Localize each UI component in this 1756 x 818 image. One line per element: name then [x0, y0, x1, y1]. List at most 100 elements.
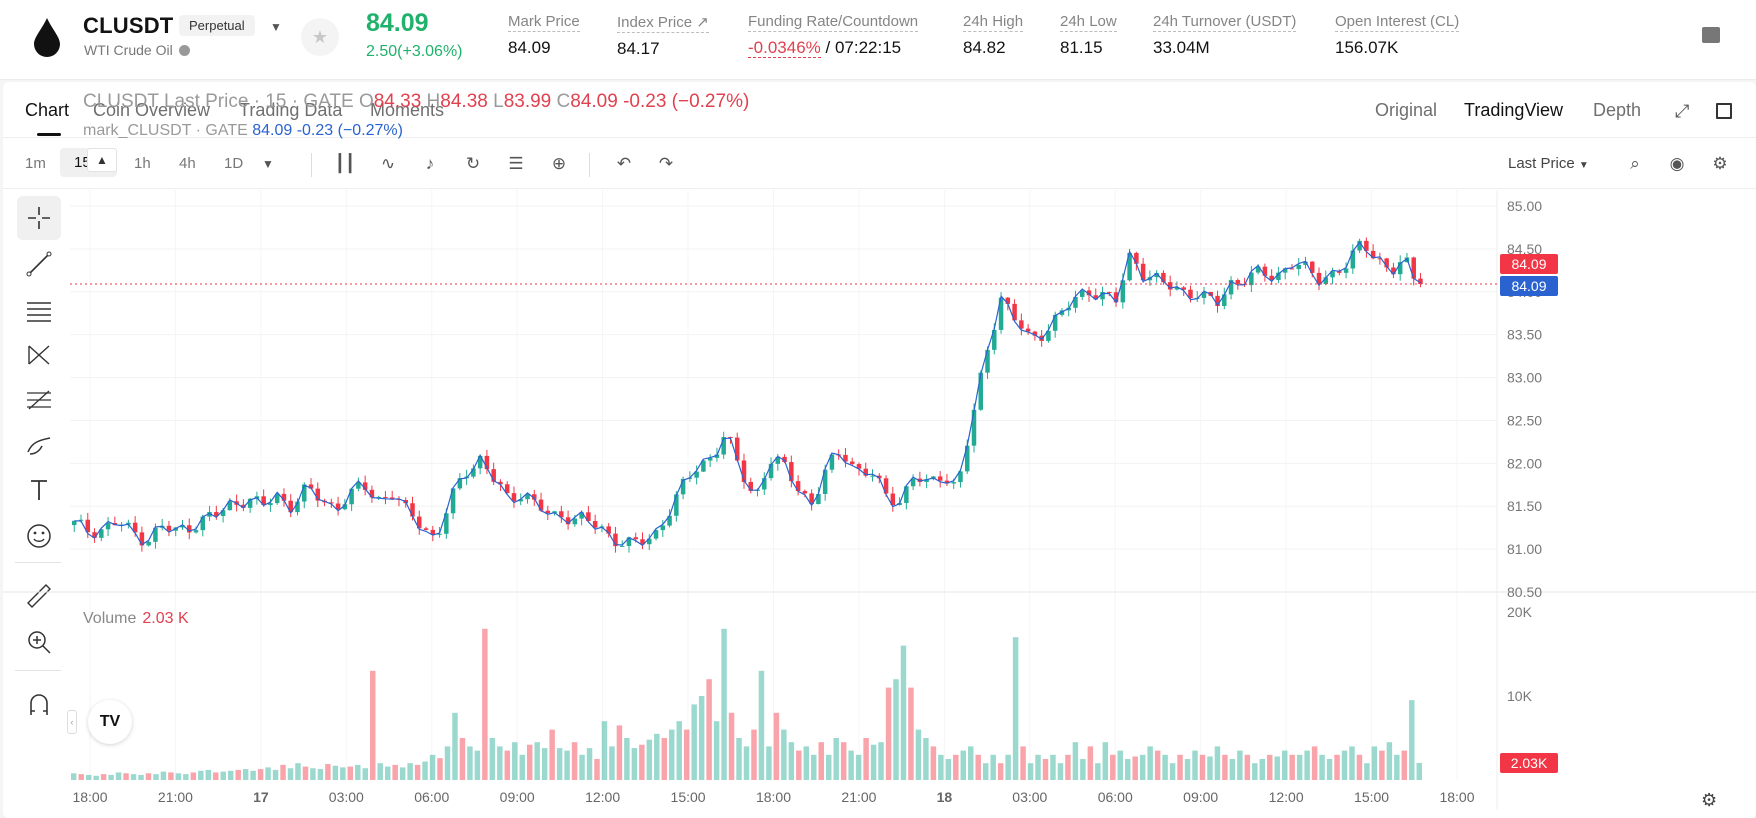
- candle-body: [1249, 272, 1254, 286]
- volume-bar: [683, 729, 690, 780]
- volume-bar: [1296, 754, 1303, 780]
- volume-bar: [571, 742, 578, 780]
- candle-body: [72, 520, 77, 526]
- candle-body: [741, 460, 747, 482]
- search-icon[interactable]: ⌕: [1630, 154, 1640, 173]
- undo-icon[interactable]: ↶: [616, 154, 632, 173]
- tab-coin-overview[interactable]: Coin Overview: [93, 100, 211, 120]
- fib-retracement-icon[interactable]: [17, 378, 61, 422]
- symbol-name[interactable]: CLUSDT: [83, 13, 174, 38]
- redo-icon[interactable]: ↷: [658, 154, 674, 173]
- price-chart[interactable]: 85.0084.5084.0083.5083.0082.5082.0081.50…: [3, 190, 1756, 818]
- volume-bar: [482, 628, 488, 780]
- timeframe-dropdown-chevron-icon[interactable]: ▼: [262, 157, 274, 171]
- volume-bar: [549, 729, 555, 780]
- stat-value: 33.04M: [1153, 38, 1210, 57]
- volume-bar: [123, 773, 129, 780]
- volume-bar: [1379, 750, 1385, 780]
- volume-bar: [1222, 754, 1228, 780]
- settings-gear-icon[interactable]: ⚙: [1712, 154, 1728, 173]
- replay-icon[interactable]: ↻: [465, 154, 481, 173]
- expand-icon[interactable]: ⤢: [1675, 101, 1690, 121]
- candle-body: [498, 481, 503, 485]
- symbol-dropdown-chevron-icon[interactable]: ▼: [270, 20, 282, 34]
- tradingview-logo[interactable]: TV: [88, 700, 132, 744]
- candle-body: [450, 488, 456, 514]
- layout-icon[interactable]: ☰: [508, 154, 524, 173]
- volume-bar: [1214, 746, 1221, 780]
- emoji-icon[interactable]: [17, 514, 61, 558]
- sidebar-collapse-handle[interactable]: ‹: [67, 710, 77, 734]
- tab-moments[interactable]: Moments: [370, 100, 445, 120]
- zoom-in-icon[interactable]: [17, 620, 61, 664]
- candles-icon[interactable]: ┃┃: [334, 154, 356, 173]
- volume-bar: [108, 774, 114, 780]
- volume-bar: [893, 679, 899, 780]
- volume-bar: [594, 759, 600, 780]
- candle-body: [1201, 291, 1207, 298]
- horizontal-lines-icon[interactable]: [17, 288, 61, 332]
- stat-label[interactable]: Funding Rate/Countdown: [748, 13, 919, 32]
- timeframe-1m[interactable]: 1m: [25, 155, 46, 172]
- crosshair-icon[interactable]: [17, 196, 61, 240]
- legend-collapse-chevron-icon[interactable]: ▲: [87, 148, 117, 172]
- price-type-select[interactable]: Last Price ▼: [1508, 155, 1589, 172]
- volume-value-tag: [1500, 752, 1558, 773]
- candle-body: [532, 494, 537, 500]
- volume-bar: [1311, 746, 1318, 780]
- candle-body: [809, 493, 814, 505]
- mark-legend-value: 84.09 -0.23 (−0.27%): [252, 122, 403, 139]
- add-indicator-icon[interactable]: ⊕: [551, 154, 567, 173]
- volume-bar: [1334, 754, 1340, 780]
- text-tool-icon[interactable]: [17, 468, 61, 512]
- trend-line-icon[interactable]: [17, 242, 61, 286]
- x-tick-label: 15:00: [671, 789, 706, 805]
- timeframe-4h[interactable]: 4h: [179, 155, 196, 172]
- volume-bar: [1244, 754, 1251, 780]
- candle-body: [606, 526, 611, 534]
- magnet-icon[interactable]: [17, 682, 61, 726]
- candle-body: [992, 329, 997, 350]
- candle-body: [572, 518, 578, 525]
- indicators-icon[interactable]: ∿: [380, 154, 396, 173]
- book-icon[interactable]: [1702, 27, 1720, 43]
- camera-icon[interactable]: ◉: [1669, 154, 1685, 173]
- scale-settings-icon[interactable]: ⚙: [1701, 790, 1718, 810]
- candle-body: [132, 522, 138, 533]
- volume-bar: [1124, 759, 1131, 780]
- info-icon[interactable]: [178, 45, 190, 56]
- asset-name: WTI Crude Oil: [84, 42, 190, 58]
- candle-body: [978, 372, 984, 410]
- stat-label[interactable]: Index Price ↗: [617, 14, 709, 33]
- alert-bell-icon[interactable]: ♪: [425, 154, 435, 173]
- ruler-icon[interactable]: [17, 574, 61, 618]
- candle-body: [241, 504, 246, 508]
- volume-bar: [721, 628, 727, 780]
- candle-body: [1343, 268, 1349, 273]
- volume-bar: [968, 746, 974, 780]
- stat-value: 84.82: [963, 38, 1006, 57]
- fullscreen-icon[interactable]: [1716, 103, 1732, 119]
- candle-body: [619, 545, 625, 547]
- stat-label: 24h Low: [1060, 13, 1117, 32]
- stat-mark-price: Mark Price 84.09: [508, 13, 580, 58]
- volume-bar: [691, 704, 697, 780]
- timeframe-1h[interactable]: 1h: [134, 155, 151, 172]
- favorite-star-icon[interactable]: ★: [301, 18, 339, 56]
- funding-rate-value: -0.0346%: [748, 38, 821, 58]
- candle-body: [335, 503, 341, 510]
- view-tab-original[interactable]: Original: [1375, 100, 1438, 120]
- tab-chart[interactable]: Chart: [25, 100, 70, 120]
- legend-change: -0.23 (−0.27%): [623, 91, 750, 112]
- brush-icon[interactable]: [17, 423, 61, 467]
- x-tick-label: 06:00: [1098, 789, 1133, 805]
- candle-body: [1086, 290, 1092, 296]
- pattern-icon[interactable]: [17, 333, 61, 377]
- tab-trading-data[interactable]: Trading Data: [239, 100, 343, 120]
- timeframe-1d[interactable]: 1D: [224, 155, 244, 172]
- view-tab-tradingview[interactable]: TradingView: [1464, 100, 1564, 120]
- view-tab-depth[interactable]: Depth: [1593, 100, 1642, 120]
- candle-body: [1025, 328, 1031, 332]
- stat-label[interactable]: Mark Price: [508, 13, 580, 32]
- mark-legend-title: mark_CLUSDT · GATE: [83, 122, 248, 139]
